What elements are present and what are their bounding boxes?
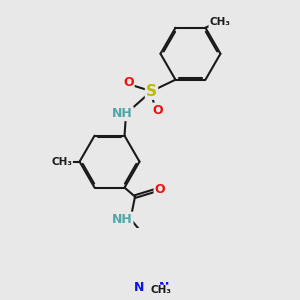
Text: N: N <box>159 281 169 294</box>
Text: S: S <box>146 84 157 99</box>
Text: NH: NH <box>112 107 133 120</box>
Text: CH₃: CH₃ <box>209 17 230 27</box>
Text: CH₃: CH₃ <box>151 286 172 296</box>
Text: NH: NH <box>112 213 133 226</box>
Text: N: N <box>134 281 144 294</box>
Text: O: O <box>123 76 134 89</box>
Text: O: O <box>153 103 164 117</box>
Text: O: O <box>154 183 165 196</box>
Text: CH₃: CH₃ <box>51 157 72 166</box>
